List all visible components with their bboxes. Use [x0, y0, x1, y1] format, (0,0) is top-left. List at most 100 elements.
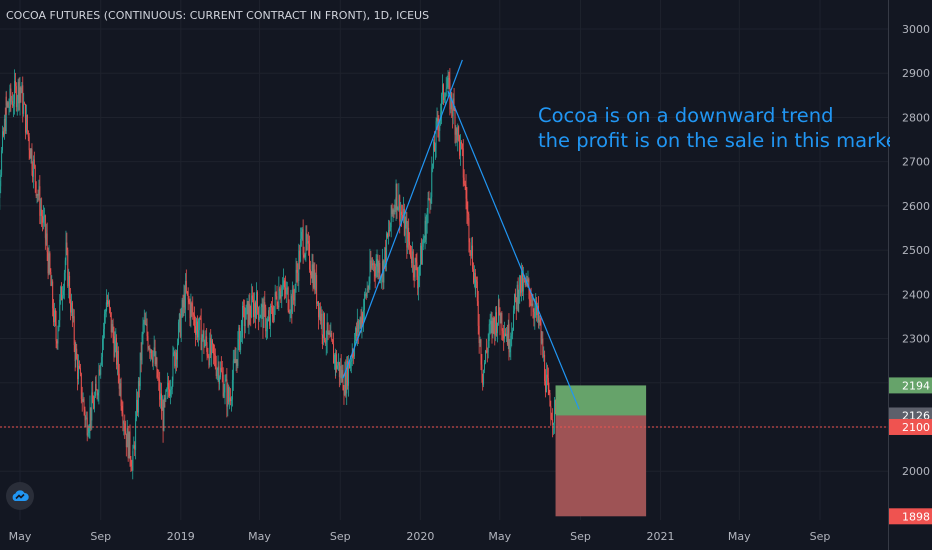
candle-up [484, 362, 485, 370]
candle-down [71, 302, 73, 319]
candle-down [125, 431, 127, 434]
candle-up [261, 304, 263, 307]
candle-down [199, 317, 201, 319]
candle-down [234, 359, 236, 364]
candle-up [137, 381, 139, 413]
candle-up [444, 95, 446, 98]
chart-annotation[interactable]: Cocoa is on a downward trend the profit … [538, 103, 890, 153]
candle-down [174, 351, 176, 367]
candle-down [387, 233, 388, 238]
candle-down [158, 378, 160, 381]
candle-down [243, 306, 245, 327]
candle-up [101, 356, 103, 365]
candle-down [182, 299, 184, 308]
candle-down [208, 356, 210, 366]
candle-up [190, 303, 192, 319]
candle-up [295, 269, 297, 286]
candle-up [405, 220, 407, 224]
candle-down [137, 399, 138, 413]
candle-down [280, 295, 282, 297]
candle-down [331, 333, 333, 340]
candle-up [115, 337, 117, 341]
candle-down [185, 281, 187, 292]
candle-up [361, 313, 363, 329]
candle-down [26, 115, 28, 131]
candle-down [39, 186, 41, 216]
candle-up [371, 263, 373, 269]
candle-down [213, 344, 214, 354]
candle-up [274, 292, 276, 307]
candle-down [113, 336, 115, 357]
candle-up [392, 210, 394, 215]
candle-down [367, 288, 369, 290]
candle-down [161, 393, 162, 411]
candle-down [468, 214, 470, 221]
candle-down [458, 126, 460, 136]
candle-up [229, 397, 231, 402]
candle-down [536, 301, 538, 316]
candle-up [422, 242, 424, 247]
candle-up [132, 448, 134, 460]
candle-up [427, 198, 429, 213]
candle-down [249, 303, 251, 316]
candle-down [480, 339, 482, 365]
candle-up [240, 331, 242, 351]
candle-down [329, 332, 331, 337]
candle-down [547, 377, 549, 390]
candle-down [195, 326, 196, 335]
candle-up [407, 227, 409, 248]
candle-up [3, 119, 5, 136]
candle-down [22, 85, 24, 114]
y-tick-label: 2900 [902, 67, 930, 80]
price-axis[interactable] [888, 0, 932, 550]
candle-down [53, 308, 55, 323]
candle-up [300, 238, 302, 262]
candle-up [59, 299, 61, 321]
candle-up [253, 303, 255, 317]
candle-down [460, 141, 462, 144]
candle-up [511, 334, 513, 336]
x-tick-label: Sep [330, 530, 351, 543]
candle-down [466, 198, 468, 213]
candle-up [376, 259, 378, 267]
candle-down [284, 280, 285, 288]
candle-up [497, 322, 498, 333]
candle-down [321, 313, 323, 336]
candle-up [337, 365, 338, 369]
candle-up [457, 126, 459, 141]
position-zones [555, 385, 647, 517]
candle-up [363, 294, 365, 310]
x-tick-label: May [488, 530, 511, 543]
candle-down [197, 321, 198, 338]
candle-up [344, 371, 346, 396]
candle-up [383, 259, 385, 283]
candle-up [395, 183, 397, 210]
candle-up [455, 128, 457, 135]
x-tick-label: 2021 [647, 530, 675, 543]
tradingview-cloud-icon[interactable] [6, 482, 34, 510]
candle-up [326, 322, 328, 343]
candle-down [303, 254, 305, 257]
candle-down [552, 419, 554, 425]
candle-up [509, 347, 511, 353]
candle-down [109, 307, 111, 313]
candle-down [408, 227, 410, 242]
candle-up [238, 327, 240, 340]
candle-down [61, 286, 63, 301]
candle-up [328, 332, 330, 335]
candle-up [291, 289, 293, 314]
candle-up [553, 422, 555, 425]
candle-up [398, 195, 400, 208]
candle-down [401, 211, 403, 216]
candle-up [177, 343, 178, 360]
candle-down [12, 101, 14, 107]
candle-up [351, 352, 353, 361]
candle-up [460, 141, 461, 156]
candle-up [14, 80, 15, 104]
y-tick-label: 3000 [902, 23, 930, 36]
candle-up [348, 361, 349, 386]
time-axis[interactable] [0, 520, 888, 550]
candle-down [149, 348, 151, 353]
candle-up [161, 407, 163, 411]
